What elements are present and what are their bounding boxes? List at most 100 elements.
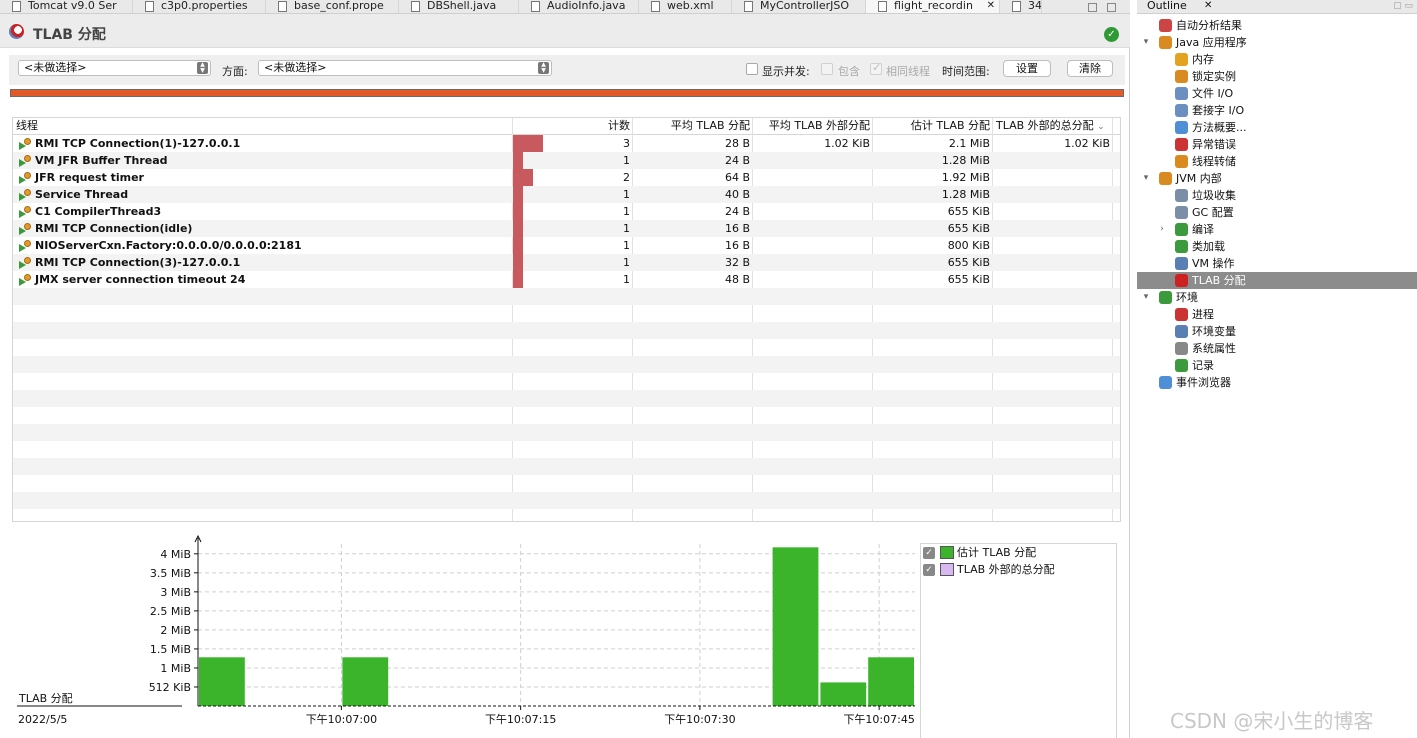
- legend-item[interactable]: ✓ TLAB 外部的总分配: [921, 561, 1116, 578]
- editor-tab-label: AudioInfo.java: [547, 0, 626, 12]
- editor-tab[interactable]: web.xml: [639, 0, 732, 13]
- outline-toolbar-icons[interactable]: ▢ ▭: [1393, 1, 1413, 11]
- outline-tab[interactable]: Outline ✕ ▢ ▭: [1137, 0, 1417, 14]
- legend-checkbox[interactable]: ✓: [923, 547, 935, 559]
- chart-bar[interactable]: [342, 657, 389, 706]
- thread-name: VM JFR Buffer Thread: [35, 154, 168, 167]
- outline-item[interactable]: ▾ 环境: [1137, 289, 1417, 306]
- column-header-total-outside[interactable]: TLAB 外部的总分配 ⌄: [993, 118, 1113, 135]
- cell-total-outside: [993, 254, 1113, 271]
- lock-instances-icon: [1175, 70, 1188, 83]
- table-row[interactable]: NIOServerCxn.Factory:0.0.0.0/0.0.0.0:218…: [13, 237, 1120, 254]
- outline-item[interactable]: 自动分析结果: [1137, 17, 1417, 34]
- chevron-right-icon[interactable]: ›: [1160, 224, 1164, 234]
- table-row[interactable]: RMI TCP Connection(1)-127.0.0.1 3 28 B 1.02…: [13, 135, 1120, 152]
- legend-checkbox[interactable]: ✓: [923, 564, 935, 576]
- outline-item[interactable]: 类加载: [1137, 238, 1417, 255]
- aspect-select[interactable]: <未做选择> ▲ ▼: [258, 60, 552, 76]
- legend-item[interactable]: ✓ 估计 TLAB 分配: [921, 544, 1116, 561]
- outline-item[interactable]: 套接字 I/O: [1137, 102, 1417, 119]
- table-row[interactable]: JFR request timer 2 64 B 1.92 MiB: [13, 169, 1120, 186]
- outline-item[interactable]: 锁定实例: [1137, 68, 1417, 85]
- thread-select[interactable]: <未做选择> ▲ ▼: [18, 60, 211, 76]
- chart-bar[interactable]: [199, 657, 245, 706]
- editor-tab[interactable]: Tomcat v9.0 Ser: [0, 0, 133, 13]
- outline-item[interactable]: 内存: [1137, 51, 1417, 68]
- column-header-avg-outside[interactable]: 平均 TLAB 外部分配: [768, 119, 870, 132]
- show-concurrent-checkbox[interactable]: [746, 63, 758, 75]
- editor-tab[interactable]: c3p0.properties: [133, 0, 266, 13]
- outline-item[interactable]: ▾ Java 应用程序: [1137, 34, 1417, 51]
- time-range-bar[interactable]: [10, 89, 1124, 97]
- chart-bar[interactable]: [820, 682, 867, 706]
- y-tick-label: 1.5 MiB: [150, 643, 191, 656]
- java-file-icon: [411, 1, 420, 12]
- maximize-icon[interactable]: [1107, 2, 1116, 12]
- outline-item[interactable]: 记录: [1137, 357, 1417, 374]
- table-row: [13, 322, 1120, 339]
- chart-bar[interactable]: [868, 657, 914, 706]
- table-row: [13, 424, 1120, 441]
- editor-tab[interactable]: MyControllerJSO: [732, 0, 866, 13]
- column-header-avg-tlab[interactable]: 平均 TLAB 分配: [670, 119, 750, 132]
- column-header-est-tlab[interactable]: 估计 TLAB 分配: [910, 119, 990, 132]
- outline-item[interactable]: 文件 I/O: [1137, 85, 1417, 102]
- cell-total-outside: [993, 186, 1113, 203]
- outline-item[interactable]: 方法概要...: [1137, 119, 1417, 136]
- clear-button[interactable]: 清除: [1067, 60, 1113, 77]
- same-thread-checkbox[interactable]: ✓: [870, 61, 882, 75]
- table-row[interactable]: C1 CompilerThread3 1 24 B 655 KiB: [13, 203, 1120, 220]
- outline-item-label: 环境变量: [1192, 325, 1236, 338]
- outline-item[interactable]: 事件浏览器: [1137, 374, 1417, 391]
- cell-total-outside: [993, 237, 1113, 254]
- chevron-down-icon[interactable]: ▾: [1143, 37, 1149, 47]
- outline-item-label: 编译: [1192, 223, 1214, 236]
- outline-item[interactable]: › 编译: [1137, 221, 1417, 238]
- outline-item[interactable]: 环境变量: [1137, 323, 1417, 340]
- editor-tab[interactable]: flight_recordin ✕: [866, 0, 1000, 13]
- outline-item[interactable]: GC 配置: [1137, 204, 1417, 221]
- outline-item[interactable]: TLAB 分配: [1137, 272, 1417, 289]
- cell-count: 3: [623, 137, 630, 150]
- outline-item[interactable]: 进程: [1137, 306, 1417, 323]
- editor-tab-label: MyControllerJSO: [760, 0, 849, 12]
- table-row[interactable]: RMI TCP Connection(3)-127.0.0.1 1 32 B 655 …: [13, 254, 1120, 271]
- check-icon[interactable]: ✓: [1104, 27, 1119, 42]
- chevron-down-icon[interactable]: ▾: [1143, 173, 1149, 183]
- table-row: [13, 305, 1120, 322]
- tlab-chart-plot[interactable]: 512 KiB 1 MiB 1.5 MiB 2 MiB 2.5 MiB 3 MiB 3.5 …: [12, 524, 920, 738]
- table-row[interactable]: VM JFR Buffer Thread 1 24 B 1.28 MiB: [13, 152, 1120, 169]
- close-icon[interactable]: ✕: [1204, 0, 1213, 11]
- table-row[interactable]: JMX server connection timeout 24 1 48 B 655…: [13, 271, 1120, 288]
- outline-item[interactable]: 系统属性: [1137, 340, 1417, 357]
- thread-icon: [19, 206, 33, 218]
- outline-item[interactable]: ▾ JVM 内部: [1137, 170, 1417, 187]
- outline-item[interactable]: 线程转储: [1137, 153, 1417, 170]
- chevron-down-icon[interactable]: ▾: [1143, 292, 1149, 302]
- minimize-icon[interactable]: [1088, 2, 1097, 12]
- chart-bar[interactable]: [772, 547, 819, 706]
- x-tick-label: 下午10:07:30: [664, 713, 735, 726]
- settings-button[interactable]: 设置: [1003, 60, 1051, 77]
- outline-item-label: 方法概要...: [1192, 121, 1247, 134]
- thread-name-cell: RMI TCP Connection(1)-127.0.0.1: [17, 135, 513, 152]
- column-header-count[interactable]: 计数: [608, 119, 630, 132]
- cell-avg: 28 B: [724, 137, 750, 150]
- outline-item[interactable]: 异常错误: [1137, 136, 1417, 153]
- editor-tab[interactable]: base_conf.prope: [266, 0, 399, 13]
- editor-tab[interactable]: DBShell.java: [399, 0, 519, 13]
- outline-item[interactable]: 垃圾收集: [1137, 187, 1417, 204]
- column-divider: [1112, 118, 1113, 521]
- editor-tab[interactable]: AudioInfo.java: [519, 0, 639, 13]
- table-row[interactable]: RMI TCP Connection(idle) 1 16 B 655 KiB: [13, 220, 1120, 237]
- column-header-thread[interactable]: 线程: [16, 119, 38, 132]
- outline-item-label: 内存: [1192, 53, 1214, 66]
- table-row[interactable]: Service Thread 1 40 B 1.28 MiB: [13, 186, 1120, 203]
- editor-tab[interactable]: 34: [1000, 0, 1042, 13]
- method-profiling-icon: [1175, 121, 1188, 134]
- outline-item-label: GC 配置: [1192, 206, 1234, 219]
- include-checkbox[interactable]: [821, 63, 833, 75]
- close-icon[interactable]: ✕: [986, 0, 995, 11]
- outline-item[interactable]: VM 操作: [1137, 255, 1417, 272]
